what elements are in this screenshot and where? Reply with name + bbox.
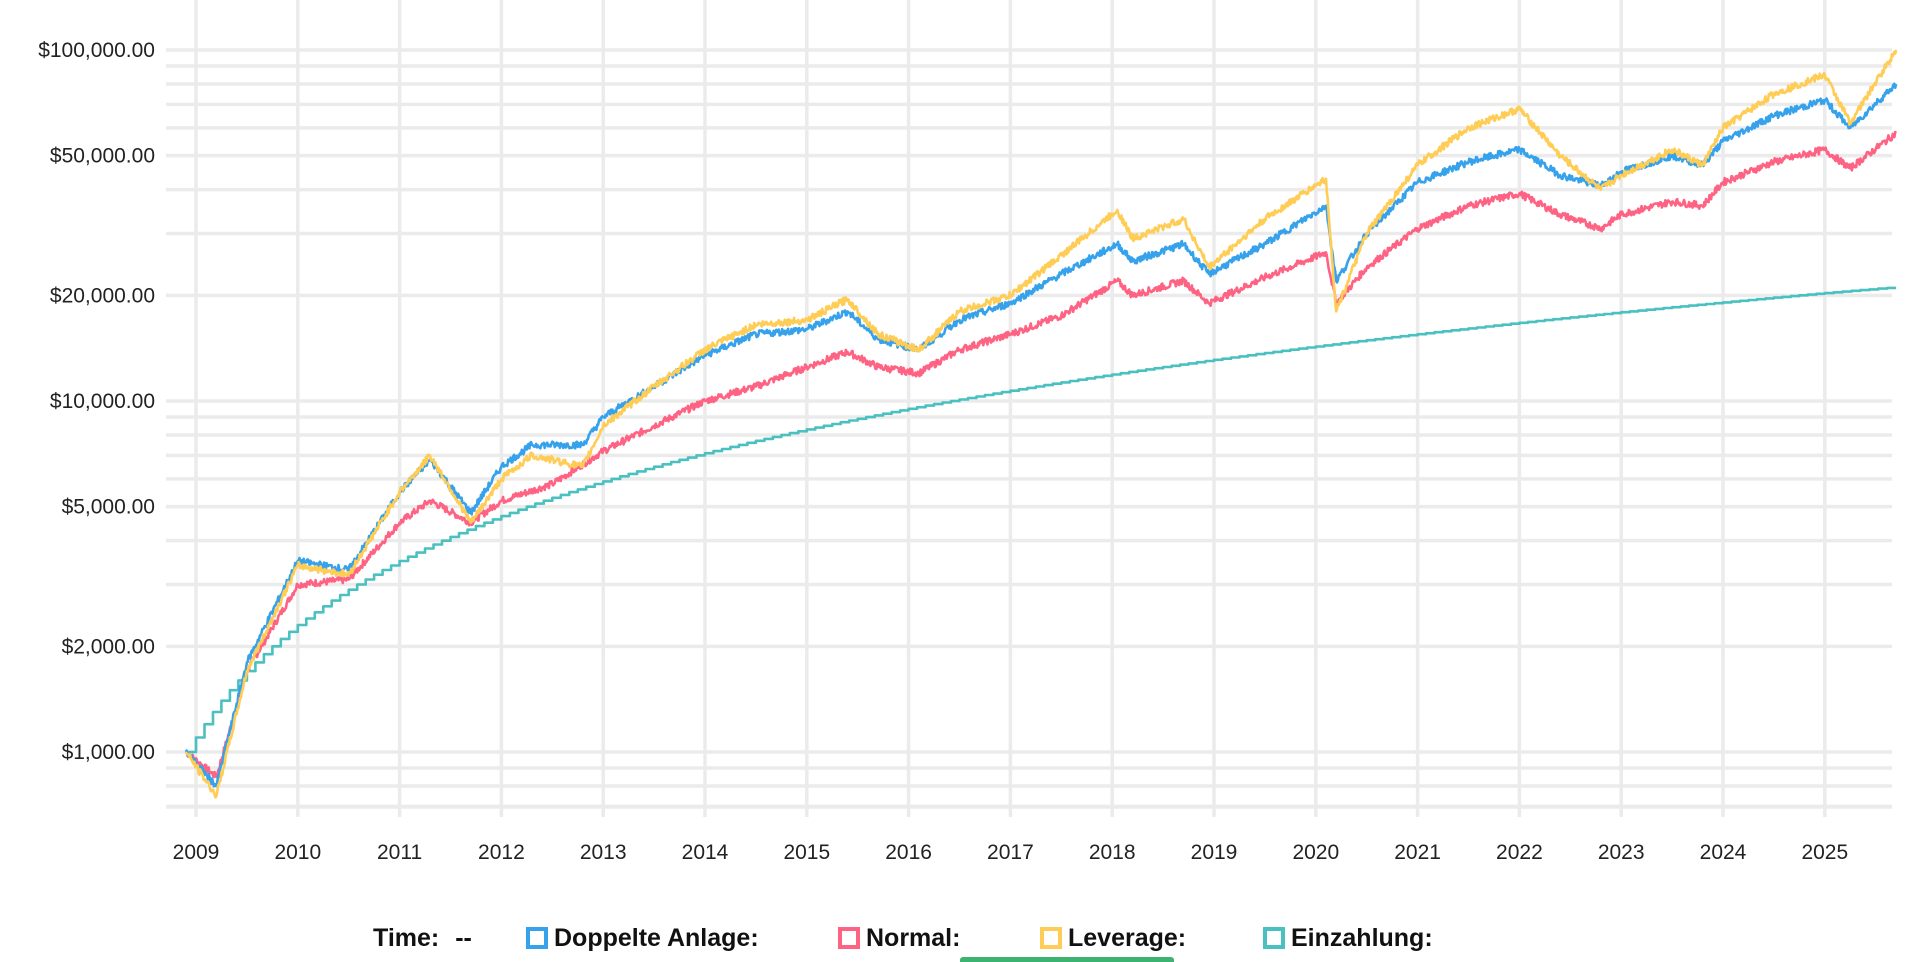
- y-tick-label: $50,000.00: [50, 145, 155, 168]
- x-tick-label: 2017: [987, 841, 1034, 864]
- y-tick-label: $100,000.00: [38, 39, 155, 62]
- x-tick-label: 2012: [478, 841, 525, 864]
- action-button-edge[interactable]: [960, 957, 1174, 962]
- legend-label: Einzahlung:: [1291, 923, 1433, 952]
- legend-label: Leverage:: [1068, 923, 1187, 952]
- x-tick-label: 2022: [1496, 841, 1543, 864]
- y-tick-label: $1,000.00: [62, 741, 155, 764]
- x-tick-label: 2010: [274, 841, 321, 864]
- x-tick-label: 2020: [1292, 841, 1339, 864]
- legend-swatch: [1040, 927, 1062, 949]
- grid: [166, 0, 1892, 817]
- x-tick-label: 2011: [377, 841, 422, 864]
- y-tick-label: $5,000.00: [62, 496, 155, 519]
- x-tick-label: 2021: [1394, 841, 1441, 864]
- x-tick-label: 2019: [1191, 841, 1238, 864]
- time-value: --: [455, 923, 472, 952]
- x-tick-label: 2015: [783, 841, 830, 864]
- y-tick-label: $2,000.00: [62, 635, 155, 658]
- legend-swatch: [838, 927, 860, 949]
- y-tick-label: $10,000.00: [50, 390, 155, 413]
- legend-item-normal[interactable]: Normal:: [838, 920, 960, 956]
- time-label: Time:: [373, 923, 440, 952]
- legend-item-doppelte-anlage[interactable]: Doppelte Anlage:: [526, 920, 759, 956]
- series-lines: [184, 49, 1898, 799]
- series-line-leverage: [184, 49, 1898, 799]
- legend-item-leverage[interactable]: Leverage:: [1040, 920, 1186, 956]
- x-tick-label: 2013: [580, 841, 627, 864]
- x-tick-label: 2016: [885, 841, 932, 864]
- series-line-einzahlung: [185, 286, 1897, 754]
- legend-item-einzahlung[interactable]: Einzahlung:: [1263, 920, 1433, 956]
- x-tick-label: 2018: [1089, 841, 1136, 864]
- x-tick-label: 2023: [1598, 841, 1645, 864]
- legend-swatch: [1263, 927, 1285, 949]
- x-tick-label: 2009: [173, 841, 220, 864]
- legend-swatch: [526, 927, 548, 949]
- x-tick-label: 2025: [1801, 841, 1848, 864]
- legend: Time: -- Doppelte Anlage: Normal: Levera…: [0, 920, 1920, 956]
- y-axis-labels: $100,000.00 $50,000.00 $20,000.00 $10,000.0…: [38, 39, 155, 764]
- x-tick-label: 2024: [1700, 841, 1747, 864]
- x-axis-labels: 2009 2010 2011 2012 2013 2014 2015 2016 2017 2018…: [173, 841, 1849, 864]
- x-tick-label: 2014: [682, 841, 729, 864]
- legend-time: Time: --: [373, 920, 472, 956]
- legend-label: Doppelte Anlage:: [554, 923, 759, 952]
- legend-label: Normal:: [866, 923, 961, 952]
- y-tick-label: $20,000.00: [50, 284, 155, 307]
